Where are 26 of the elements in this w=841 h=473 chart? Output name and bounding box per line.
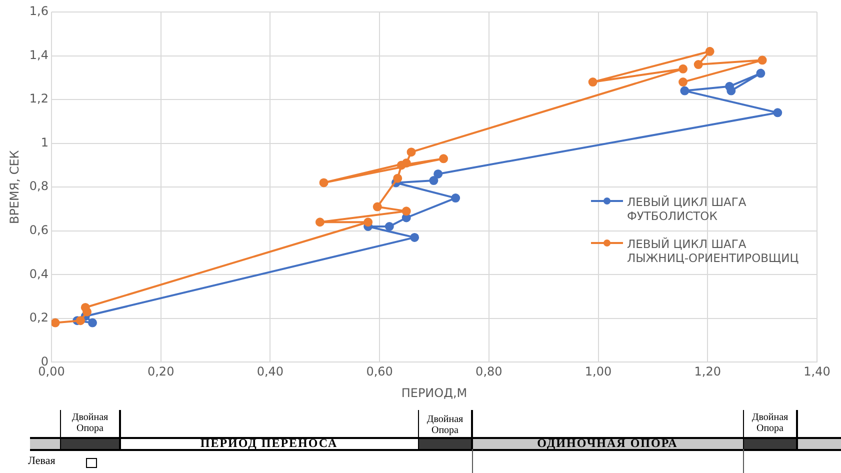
x-tick-label: 0,00	[38, 364, 65, 379]
y-tick-label: 1,4	[29, 48, 48, 62]
x-tick-label: 1,40	[804, 364, 830, 379]
legend-label: ЛЕВЫЙ ЦИКЛ ШАГА ФУТБОЛИСТОК	[627, 195, 748, 223]
text: Левая	[28, 455, 56, 467]
y-tick-label: 0,8	[29, 179, 48, 194]
text: Двойная Опора	[426, 414, 464, 436]
y-tick-label: 1	[40, 135, 48, 150]
x-tick-label: 0,40	[256, 364, 284, 379]
y-tick-label: 0,2	[29, 310, 48, 325]
y-tick-label: 0,4	[29, 266, 48, 281]
y-tick-label: 1,6	[29, 4, 48, 18]
y-axis-title: ВРЕМЯ, СЕК	[7, 150, 22, 224]
x-tick-label: 1,00	[584, 364, 612, 379]
text: ОДИНОЧНАЯ ОПОРА	[536, 436, 679, 451]
text: Двойная Опора	[70, 412, 110, 434]
text: Двойная Опора	[750, 412, 790, 434]
x-tick-label: 0,60	[366, 364, 393, 379]
y-tick-label: 0,6	[29, 223, 48, 237]
y-tick-label: 1,2	[29, 92, 48, 106]
x-tick-label: 0,20	[147, 364, 174, 379]
text: ПЕРИОД ПЕРЕНОСА	[120, 436, 418, 451]
x-tick-label: 0,80	[476, 364, 502, 379]
x-axis-title: ПЕРИОД,М	[401, 386, 468, 400]
legend-label: ЛЕВЫЙ ЦИКЛ ШАГА ЛЫЖНИЦ-ОРИЕНТИРОВЩИЦ	[627, 237, 800, 265]
x-tick-label: 1,20	[694, 364, 721, 379]
